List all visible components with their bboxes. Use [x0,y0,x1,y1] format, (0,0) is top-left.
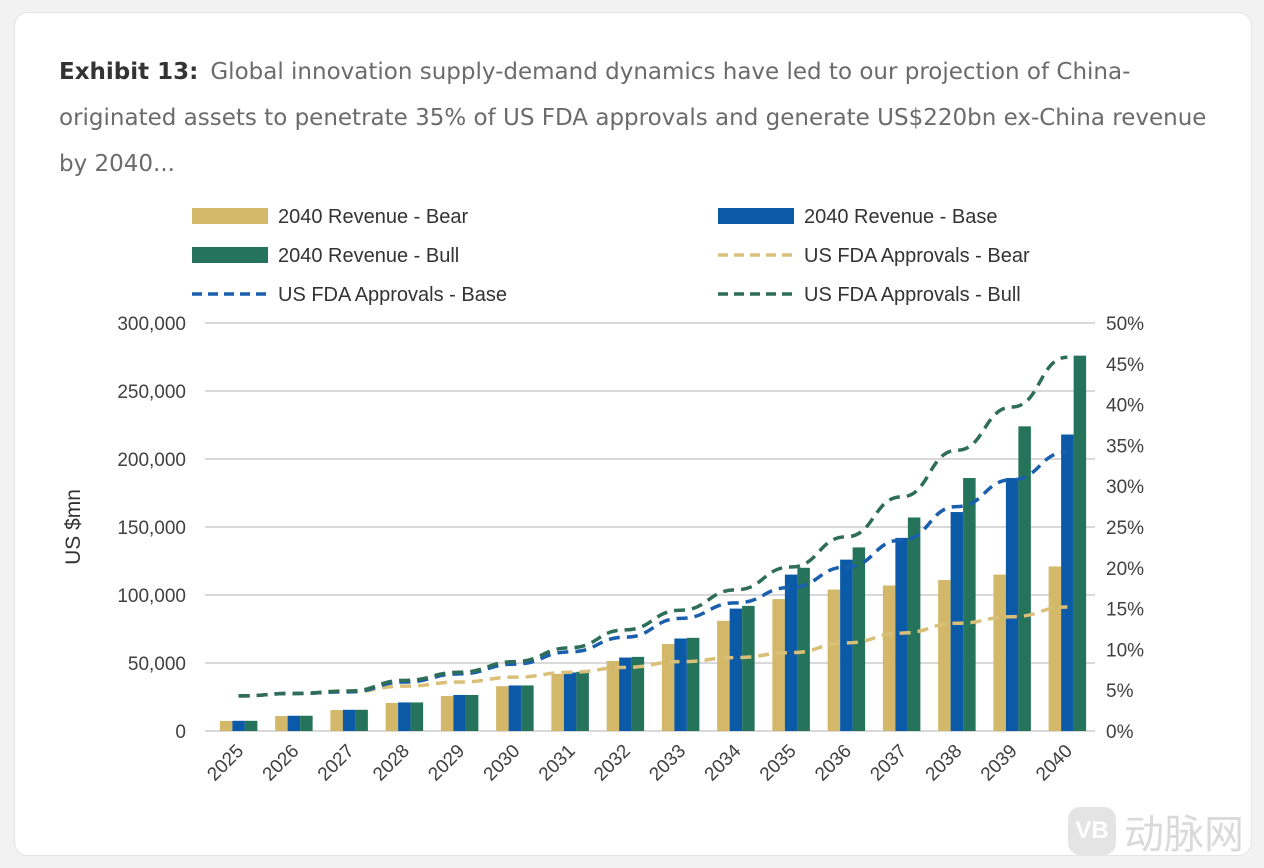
legend-label: US FDA Approvals - Bull [804,284,1021,306]
bar-2040-revenue-base-2029 [453,694,466,731]
bar-2040-revenue-base-2032 [619,657,632,731]
y2-tick-label: 35% [1106,436,1144,457]
bar-2040-revenue-base-2039 [1005,478,1019,731]
legend-label: US FDA Approvals - Base [278,284,507,306]
bar-2040-revenue-bear-2040 [1048,566,1062,731]
y2-tick-label: 0% [1106,722,1134,743]
y2-tick-label: 25% [1106,518,1144,539]
y2-tick-label: 20% [1106,559,1144,580]
bar-2040-revenue-base-2033 [674,638,687,731]
x-tick-label: 2037 [866,741,911,786]
legend-label: 2040 Revenue - Base [804,206,997,228]
y-tick-label: 100,000 [117,586,186,607]
legend-label: 2040 Revenue - Bull [278,245,459,267]
x-tick-label: 2032 [590,741,635,786]
y2-tick-label: 5% [1106,681,1134,702]
y2-tick-label: 10% [1106,640,1144,661]
y-tick-label: 250,000 [117,382,186,403]
bar-2040-revenue-base-2040 [1061,434,1074,731]
y-tick-label: 200,000 [117,450,186,471]
y-tick-label: 150,000 [117,518,186,539]
bar-2040-revenue-bear-2035 [772,599,785,731]
exhibit-title: Exhibit 13: Global innovation supply-dema… [59,49,1229,187]
bar-2040-revenue-bear-2038 [938,580,951,731]
bar-2040-revenue-base-2030 [508,685,522,731]
y2-tick-label: 50% [1106,314,1144,335]
bar-2040-revenue-bull-2030 [521,685,534,731]
x-tick-label: 2025 [203,741,248,786]
bar-2040-revenue-base-2036 [840,559,853,731]
x-tick-label: 2031 [535,741,580,786]
x-tick-label: 2026 [259,741,304,786]
legend-swatch [718,208,794,224]
bar-2040-revenue-bull-2038 [963,478,976,731]
x-tick-label: 2030 [480,741,525,786]
bar-2040-revenue-bull-2037 [907,517,921,731]
bar-2040-revenue-bull-2032 [631,656,645,731]
bar-2040-revenue-bear-2025 [219,720,233,731]
bar-2040-revenue-base-2025 [232,720,245,731]
bar-2040-revenue-bull-2033 [686,637,700,731]
x-tick-label: 2033 [645,741,690,786]
y-tick-label: 50,000 [128,654,186,675]
bar-2040-revenue-bull-2026 [300,715,313,731]
bar-2040-revenue-bear-2026 [275,716,288,731]
bar-2040-revenue-bull-2034 [742,605,755,731]
x-tick-label: 2028 [369,741,414,786]
y2-tick-label: 15% [1106,600,1144,621]
watermark: VB 动脉网 [1068,802,1244,860]
y2-tick-label: 30% [1106,477,1144,498]
bar-2040-revenue-base-2034 [729,608,743,731]
bar-2040-revenue-bull-2039 [1018,426,1031,731]
exhibit-label: Exhibit 13: [59,59,199,85]
x-tick-label: 2034 [701,740,746,785]
bar-2040-revenue-bear-2033 [661,643,675,731]
legend-label: US FDA Approvals - Bear [804,245,1030,267]
bar-2040-revenue-base-2027 [342,709,356,731]
bar-2040-revenue-bear-2028 [385,702,399,731]
watermark-logo-icon: VB [1068,807,1116,855]
y2-tick-label: 45% [1106,355,1144,376]
x-tick-label: 2040 [1032,741,1077,786]
bar-2040-revenue-bull-2028 [410,702,424,731]
bar-2040-revenue-bear-2031 [551,673,564,731]
x-tick-label: 2038 [922,741,967,786]
y2-tick-label: 40% [1106,396,1144,417]
x-tick-label: 2039 [977,741,1022,786]
bar-2040-revenue-base-2028 [398,702,411,731]
bar-2040-revenue-bull-2025 [244,720,258,731]
bar-2040-revenue-bull-2040 [1073,355,1087,731]
bar-2040-revenue-base-2038 [950,512,964,731]
y-axis-title: US $mn [62,489,85,565]
bar-2040-revenue-base-2026 [287,715,301,731]
bar-2040-revenue-bear-2034 [717,620,730,731]
x-tick-label: 2029 [424,741,469,786]
bar-2040-revenue-bear-2030 [496,686,509,731]
bar-2040-revenue-bull-2031 [576,671,589,731]
watermark-text: 动脉网 [1124,812,1244,858]
bar-2040-revenue-base-2031 [563,672,577,731]
bar-2040-revenue-bull-2035 [797,567,810,731]
y-tick-label: 300,000 [117,314,186,335]
legend-swatch [192,247,268,263]
bar-2040-revenue-bear-2036 [827,589,841,731]
legend-label: 2040 Revenue - Bear [278,206,468,228]
bar-2040-revenue-bear-2037 [882,585,896,731]
exhibit-text: Global innovation supply-demand dynamics… [59,59,1207,177]
bar-2040-revenue-bear-2029 [440,696,454,731]
bar-2040-revenue-bear-2027 [330,710,343,731]
bar-2040-revenue-bull-2027 [355,709,368,731]
x-tick-label: 2036 [811,741,856,786]
bar-2040-revenue-bear-2032 [606,660,620,731]
x-tick-label: 2035 [756,741,801,786]
bar-2040-revenue-bull-2029 [465,694,479,731]
legend-swatch [192,208,268,224]
bar-2040-revenue-base-2035 [784,574,798,731]
x-tick-label: 2027 [314,741,359,786]
y-tick-label: 0 [175,722,186,743]
bar-2040-revenue-bear-2039 [993,574,1006,731]
bar-2040-revenue-bull-2036 [852,547,866,731]
